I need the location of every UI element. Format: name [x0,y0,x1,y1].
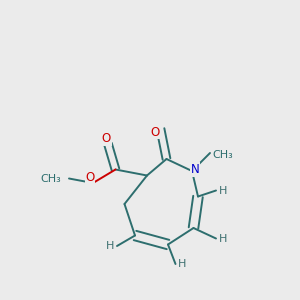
Text: H: H [178,259,186,269]
Text: N: N [190,163,200,176]
Text: O: O [102,132,111,145]
Text: O: O [85,171,94,184]
Text: H: H [106,241,115,251]
Text: CH₃: CH₃ [212,149,233,160]
Text: H: H [218,233,227,244]
Text: H: H [218,185,227,196]
Text: CH₃: CH₃ [41,173,62,184]
Text: O: O [151,125,160,139]
